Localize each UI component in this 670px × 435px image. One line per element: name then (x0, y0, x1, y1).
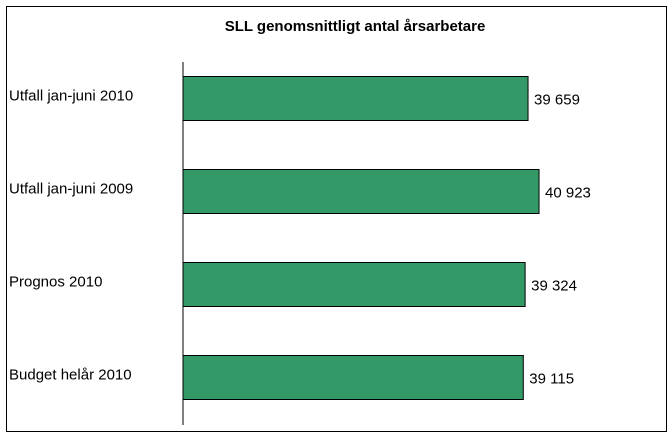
bar (182, 262, 526, 307)
y-tick-label: Prognos 2010 (9, 273, 102, 290)
y-tick-label: Utfall jan-juni 2009 (9, 180, 133, 197)
data-label: 39 324 (531, 277, 577, 294)
y-tick-label: Utfall jan-juni 2010 (9, 87, 133, 104)
chart-title: SLL genomsnittligt antal årsarbetare (225, 18, 486, 35)
bar (182, 355, 524, 400)
bar (182, 169, 540, 214)
data-label: 39 115 (529, 370, 574, 387)
data-label: 40 923 (545, 184, 591, 201)
y-tick-label: Budget helår 2010 (9, 366, 132, 383)
bar (182, 76, 529, 121)
data-label: 39 659 (534, 91, 580, 108)
